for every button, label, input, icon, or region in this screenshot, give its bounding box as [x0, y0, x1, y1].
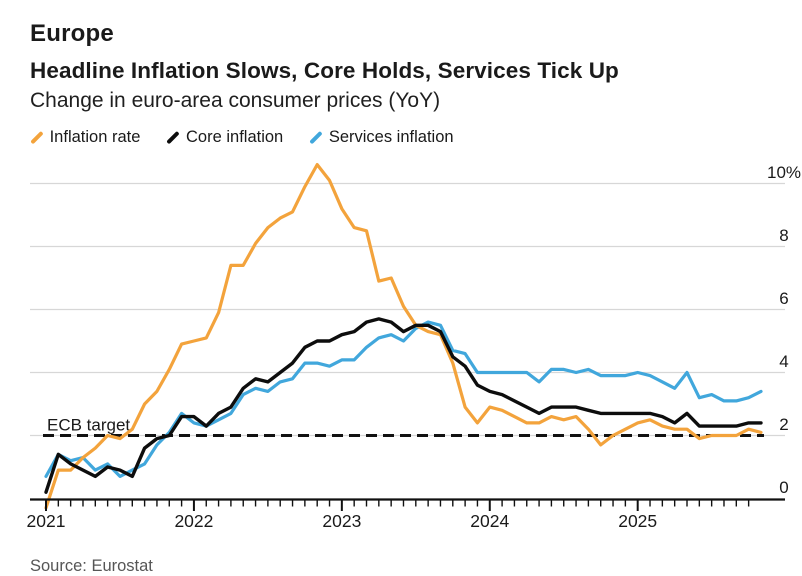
x-axis-year-label: 2023: [322, 511, 361, 531]
y-axis-label: 6: [779, 289, 788, 308]
x-axis-year-label: 2022: [174, 511, 213, 531]
series-line-core-inflation: [44, 317, 763, 494]
services-inflation-line-swatch-icon: [309, 130, 323, 145]
chart-kicker: Europe: [30, 20, 114, 47]
series-line-inflation-rate: [44, 163, 763, 510]
y-axis-label: 0: [779, 478, 788, 497]
series-line-services-inflation: [44, 320, 763, 478]
source-note: Source: Eurostat: [30, 557, 153, 575]
ecb-target-label: ECB target: [47, 416, 130, 435]
legend-item-services-inflation: Services inflation: [309, 128, 454, 147]
chart-title: Headline Inflation Slows, Core Holds, Se…: [30, 58, 619, 83]
chart-legend: Inflation rate Core inflation Services i…: [30, 128, 481, 147]
y-axis-label: 4: [779, 352, 788, 371]
core-inflation-line-swatch-icon: [166, 130, 180, 145]
y-axis-label: 10%: [767, 163, 801, 182]
legend-label-inflation-rate: Inflation rate: [49, 128, 141, 146]
x-axis-year-label: 2021: [27, 511, 66, 531]
chart-subtitle: Change in euro-area consumer prices (YoY…: [30, 89, 441, 112]
legend-label-core-inflation: Core inflation: [186, 128, 284, 146]
x-axis-year-label: 2025: [618, 511, 657, 531]
y-axis-label: 2: [779, 415, 788, 434]
legend-item-inflation-rate: Inflation rate: [30, 128, 141, 147]
inflation-rate-line-swatch-icon: [30, 130, 44, 145]
legend-label-services-inflation: Services inflation: [328, 128, 454, 146]
legend-item-core-inflation: Core inflation: [166, 128, 284, 147]
y-axis-label: 8: [779, 226, 788, 245]
x-axis-year-label: 2024: [470, 511, 509, 531]
